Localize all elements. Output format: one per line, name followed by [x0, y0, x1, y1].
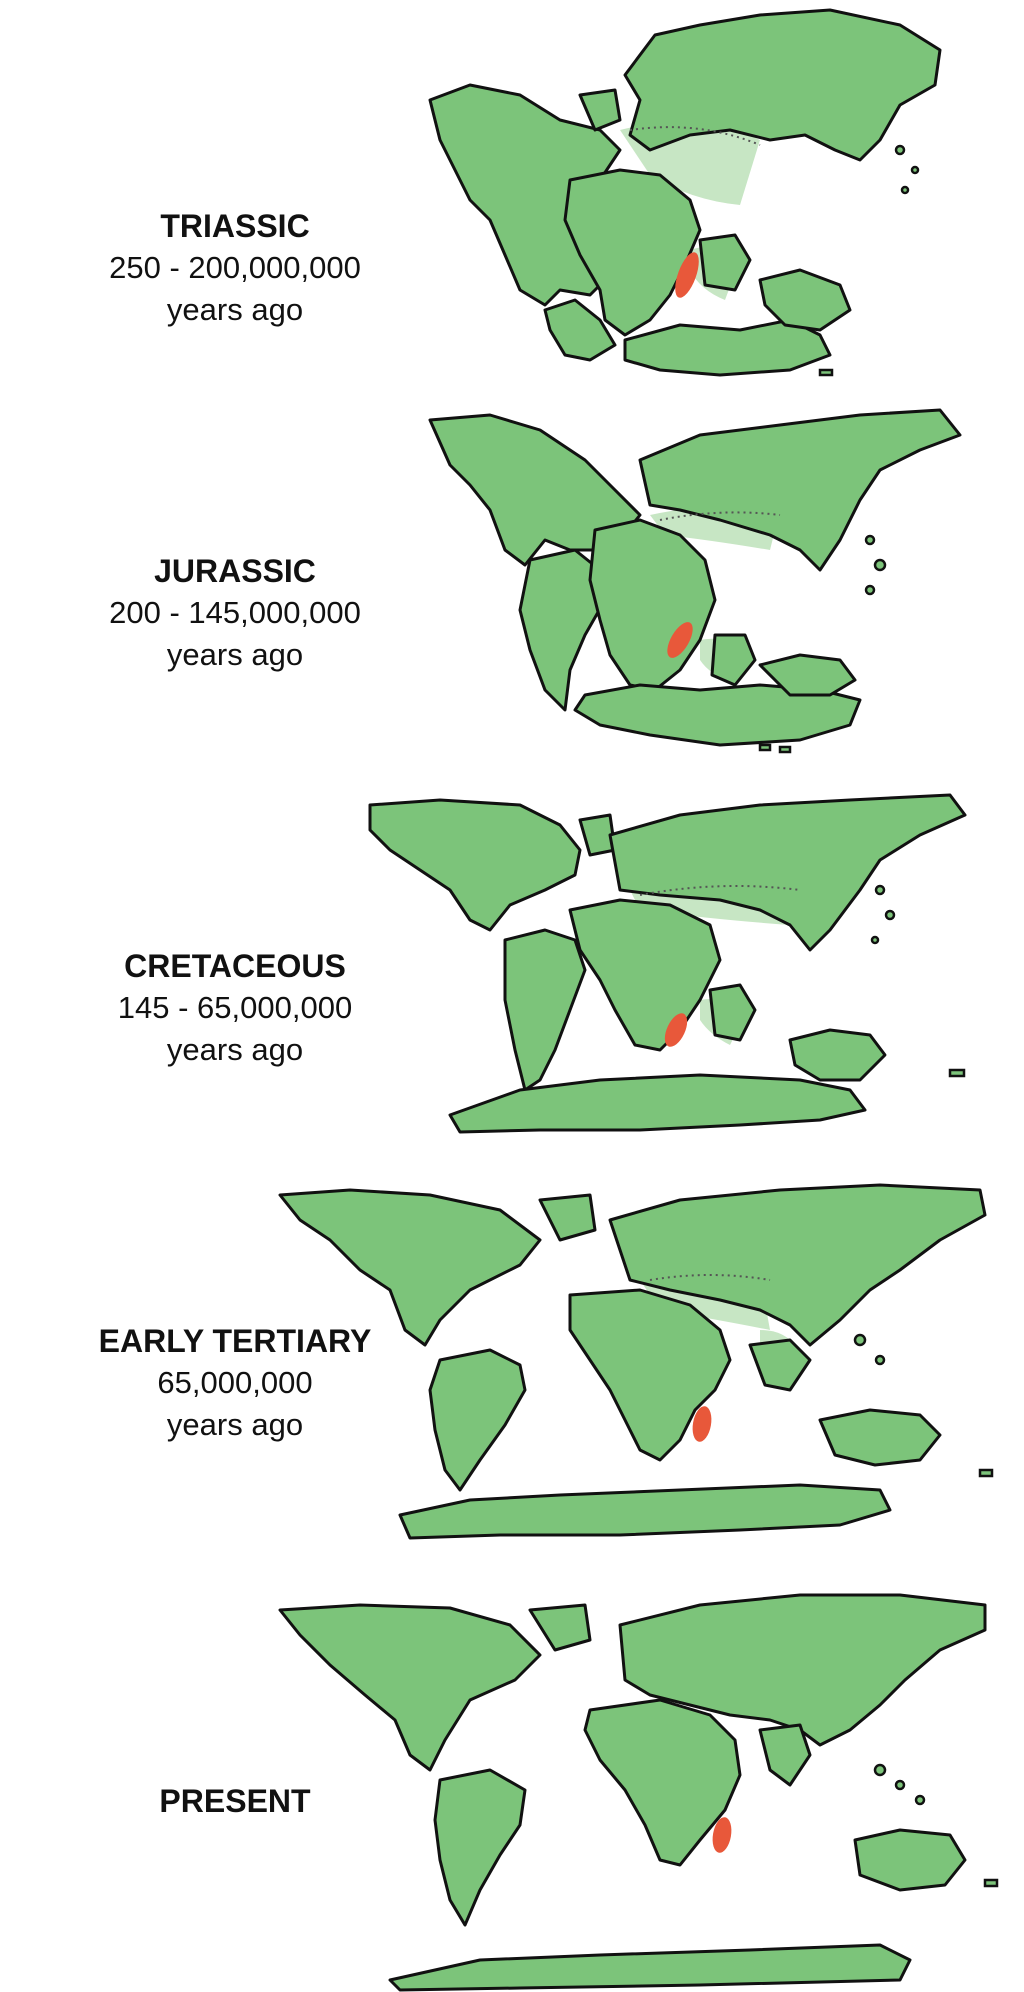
map-cretaceous — [368, 793, 967, 1134]
landmass-north-america — [428, 413, 642, 567]
panel-early-tertiary: EARLY TERTIARY 65,000,000 years ago — [0, 1170, 1024, 1570]
map-early-tertiary — [278, 1183, 994, 1540]
madagascar-marker — [675, 252, 699, 298]
landmass-india — [710, 633, 757, 687]
landmass-eurasia — [618, 1593, 987, 1747]
madagascar-marker — [664, 1013, 688, 1047]
caption-early-tertiary: EARLY TERTIARY 65,000,000 years ago — [0, 1320, 470, 1446]
landmass-africa — [568, 898, 722, 1052]
era-range: 145 - 65,000,000 — [117, 990, 353, 1025]
landmass-africa — [583, 1698, 742, 1867]
landmass-australia — [788, 1028, 887, 1082]
era-suffix: years ago — [166, 292, 304, 327]
era-suffix: years ago — [166, 637, 304, 672]
landmass-south-america — [428, 1348, 527, 1492]
landmass-antarctica — [398, 1483, 892, 1540]
era-range: 65,000,000 — [157, 1365, 313, 1400]
landmass-eurasia — [623, 8, 942, 162]
landmass-africa — [568, 1288, 732, 1462]
caption-jurassic: JURASSIC 200 - 145,000,000 years ago — [0, 550, 470, 676]
era-title: PRESENT — [159, 1783, 311, 1819]
madagascar-marker — [712, 1817, 732, 1853]
landmass-north-america — [278, 1603, 542, 1772]
era-range: 200 - 145,000,000 — [109, 595, 361, 630]
landmass-south-america — [433, 1768, 527, 1927]
map-jurassic — [428, 408, 962, 754]
landmass-india — [698, 233, 752, 292]
caption-triassic: TRIASSIC 250 - 200,000,000 years ago — [0, 205, 470, 331]
landmass-eurasia — [608, 1183, 987, 1347]
map-triassic — [428, 8, 942, 377]
era-title: EARLY TERTIARY — [98, 1323, 372, 1359]
landmass-antarctica — [448, 1073, 867, 1134]
era-title: TRIASSIC — [160, 208, 310, 244]
panel-cretaceous: CRETACEOUS 145 - 65,000,000 years ago — [0, 780, 1024, 1160]
landmass-australia — [818, 1408, 942, 1467]
landmass-australia — [758, 653, 857, 697]
landmass-eurasia — [638, 408, 962, 572]
landmass-south-america — [503, 928, 587, 1092]
landmass-eurasia — [608, 793, 967, 952]
landmass-antarctica — [573, 683, 862, 747]
landmass-india — [708, 983, 757, 1042]
era-range: 250 - 200,000,000 — [109, 250, 361, 285]
landmass-india — [748, 1338, 812, 1392]
landmass-africa — [588, 518, 717, 692]
landmass-greenland — [538, 1193, 597, 1242]
landmass-south-america — [543, 298, 617, 362]
madagascar-marker — [692, 1406, 712, 1442]
madagascar-marker — [667, 622, 693, 658]
panel-present: PRESENT — [0, 1580, 1024, 1992]
landmass-australia — [853, 1828, 967, 1892]
landmass-greenland — [528, 1603, 592, 1652]
landmass-africa — [563, 168, 702, 337]
era-title: CRETACEOUS — [124, 948, 346, 984]
landmass-antarctica — [388, 1943, 912, 1992]
landmass-antarctica — [623, 318, 832, 377]
era-suffix: years ago — [166, 1407, 304, 1442]
era-title: JURASSIC — [154, 553, 316, 589]
map-present — [278, 1593, 999, 1992]
landmass-greenland — [578, 88, 622, 132]
landmass-australia — [758, 268, 852, 332]
panel-jurassic: JURASSIC 200 - 145,000,000 years ago — [0, 390, 1024, 770]
landmass-north-america — [368, 798, 582, 932]
panel-triassic: TRIASSIC 250 - 200,000,000 years ago — [0, 0, 1024, 380]
era-suffix: years ago — [166, 1032, 304, 1067]
landmass-india — [758, 1723, 812, 1787]
landmass-north-america — [278, 1188, 542, 1347]
caption-cretaceous: CRETACEOUS 145 - 65,000,000 years ago — [0, 945, 470, 1071]
caption-present: PRESENT — [0, 1780, 470, 1822]
